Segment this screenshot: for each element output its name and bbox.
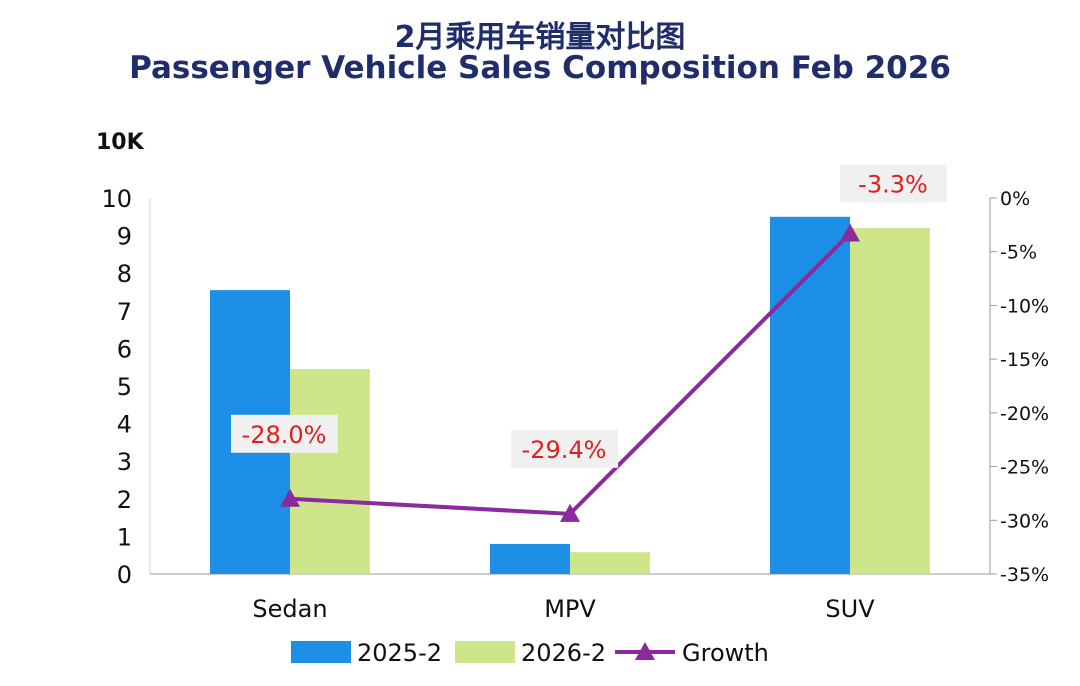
y2-tick-label: 0% <box>1000 188 1030 210</box>
y2-tick-label: -10% <box>1000 295 1049 317</box>
y-tick-label: 9 <box>117 223 132 251</box>
x-tick-label: Sedan <box>252 595 327 623</box>
y-tick-label: 4 <box>117 411 132 439</box>
y2-tick-label: -35% <box>1000 564 1049 586</box>
y2-tick-label: -20% <box>1000 403 1049 425</box>
y2-tick-label: -25% <box>1000 457 1049 479</box>
y-tick-label: 7 <box>117 298 132 326</box>
growth-marker <box>840 223 860 242</box>
data-label-box <box>511 429 618 468</box>
x-tick-label: SUV <box>825 595 875 623</box>
growth-data-label: -3.3% <box>858 170 928 198</box>
y-tick-label: 0 <box>117 561 132 589</box>
y-tick-label: 10 <box>101 185 132 213</box>
y-tick-label: 5 <box>117 373 132 401</box>
y2-tick-label: -15% <box>1000 349 1049 371</box>
bar-2025-2-MPV <box>490 543 570 574</box>
bar-2026-2-Sedan <box>290 369 370 574</box>
y2-tick-label: -30% <box>1000 510 1049 532</box>
y-tick-label: 8 <box>117 260 132 288</box>
growth-marker <box>280 488 300 507</box>
y-tick-label: 3 <box>117 448 132 476</box>
chart-title-zh: 2月乘用车销量对比图 <box>394 20 686 55</box>
y-tick-label: 2 <box>117 486 132 514</box>
y-tick-label: 1 <box>117 523 132 551</box>
y-unit-label: 10K <box>96 130 145 155</box>
data-label-box <box>231 414 338 453</box>
y2-tick-label: -5% <box>1000 242 1037 264</box>
data-label-box <box>840 164 947 203</box>
legend-label-2025: 2025-2 <box>357 639 442 667</box>
legend-label-growth: Growth <box>682 639 769 667</box>
legend-marker-growth <box>635 642 655 660</box>
x-tick-label: MPV <box>544 595 596 623</box>
bar-2026-2-MPV <box>570 552 650 574</box>
legend-swatch-2025 <box>291 641 351 663</box>
growth-marker <box>560 503 580 522</box>
y-tick-label: 6 <box>117 335 132 363</box>
legend-swatch-2026 <box>455 641 515 663</box>
legend-label-2026: 2026-2 <box>521 639 606 667</box>
growth-data-label: -29.4% <box>522 436 607 464</box>
chart-title-en: Passenger Vehicle Sales Composition Feb … <box>129 50 951 86</box>
bar-2025-2-SUV <box>770 216 850 575</box>
growth-data-label: -28.0% <box>242 421 327 449</box>
bar-2026-2-SUV <box>850 228 930 574</box>
growth-line <box>289 232 852 516</box>
